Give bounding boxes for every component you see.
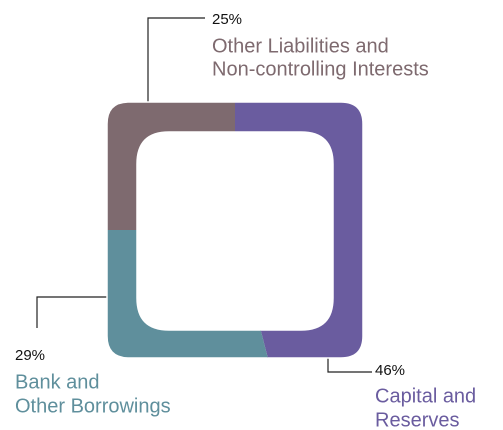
category-label: Non-controlling Interests xyxy=(212,58,429,80)
category-label: Capital and xyxy=(375,385,476,407)
category-label: Other Liabilities and xyxy=(212,35,389,57)
value-label: 29% xyxy=(15,347,45,364)
category-label: Bank and xyxy=(15,371,100,393)
category-label: Reserves xyxy=(375,409,459,430)
leader-line xyxy=(147,17,205,105)
value-label: 46% xyxy=(375,362,405,379)
donut-segment xyxy=(235,101,364,359)
category-label: Other Borrowings xyxy=(15,395,171,417)
leader-line xyxy=(36,296,117,328)
donut-segment xyxy=(106,101,235,230)
value-label: 25% xyxy=(212,11,242,28)
